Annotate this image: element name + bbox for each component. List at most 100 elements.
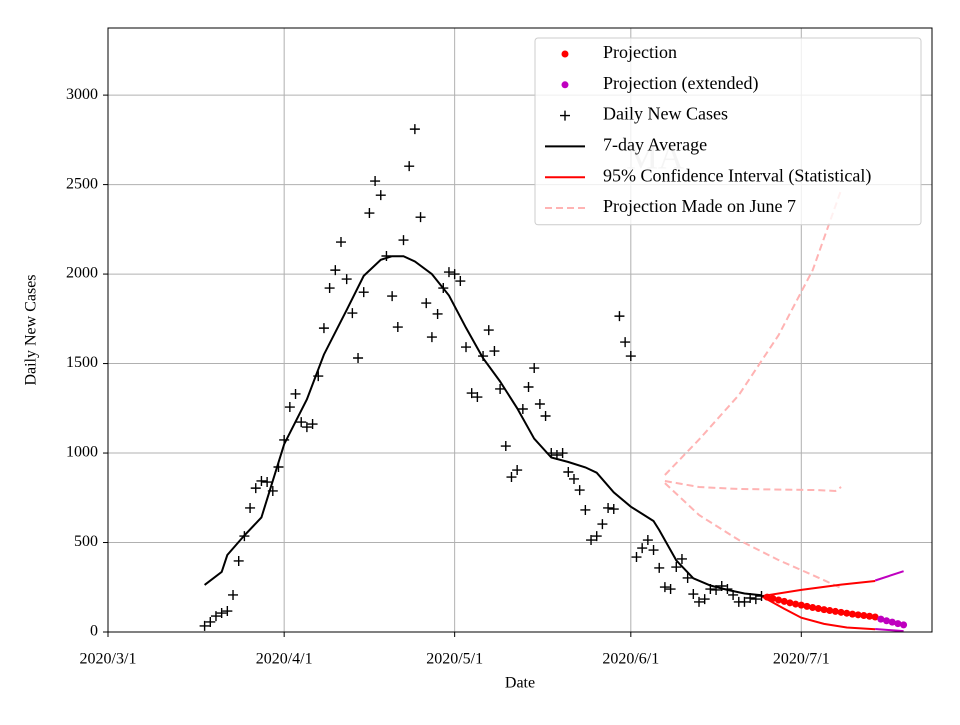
point bbox=[769, 595, 777, 603]
point bbox=[489, 346, 500, 357]
point bbox=[637, 543, 648, 554]
line-segment bbox=[761, 595, 876, 631]
point bbox=[443, 267, 454, 278]
legend-label: Daily New Cases bbox=[603, 104, 728, 124]
y-tick-label: 2500 bbox=[66, 175, 98, 192]
point bbox=[763, 593, 771, 601]
plot-frame bbox=[107, 27, 933, 633]
point bbox=[557, 448, 568, 459]
point bbox=[478, 351, 489, 362]
point bbox=[711, 584, 722, 595]
point bbox=[888, 618, 896, 626]
point bbox=[586, 535, 597, 546]
point bbox=[894, 620, 902, 628]
point bbox=[694, 596, 705, 607]
x-tick-label: 2020/4/1 bbox=[256, 651, 313, 668]
point bbox=[398, 235, 409, 246]
point bbox=[671, 562, 682, 573]
point bbox=[228, 589, 239, 600]
legend-label: Projection bbox=[603, 42, 677, 62]
point bbox=[313, 371, 324, 382]
point bbox=[837, 608, 845, 616]
point bbox=[848, 610, 856, 618]
point bbox=[318, 323, 329, 334]
point bbox=[814, 605, 822, 613]
x-axis-label: Date bbox=[505, 675, 535, 692]
point bbox=[654, 562, 665, 573]
legend-marker bbox=[560, 110, 570, 121]
point bbox=[574, 485, 585, 496]
point bbox=[546, 448, 557, 459]
point bbox=[786, 599, 794, 607]
point bbox=[529, 363, 540, 374]
point bbox=[750, 594, 761, 605]
point bbox=[506, 472, 517, 483]
point bbox=[843, 609, 851, 617]
legend-label: 7-day Average bbox=[603, 135, 707, 155]
point bbox=[438, 283, 449, 294]
point bbox=[199, 620, 210, 631]
point bbox=[883, 617, 891, 625]
point bbox=[222, 606, 233, 617]
x-tick-label: 2020/6/1 bbox=[602, 651, 659, 668]
legend-marker bbox=[561, 50, 569, 58]
point bbox=[580, 504, 591, 515]
y-tick-label: 1000 bbox=[66, 444, 98, 461]
point bbox=[472, 392, 483, 403]
point bbox=[820, 606, 828, 614]
point bbox=[512, 465, 523, 476]
point bbox=[716, 581, 727, 592]
point bbox=[642, 535, 653, 546]
point bbox=[358, 287, 369, 298]
point bbox=[256, 475, 267, 486]
point bbox=[205, 616, 216, 627]
point bbox=[728, 589, 739, 600]
point bbox=[603, 502, 614, 513]
legend-label: Projection (extended) bbox=[603, 73, 758, 94]
legend-marker bbox=[561, 81, 569, 89]
point bbox=[296, 417, 307, 428]
point bbox=[324, 283, 335, 294]
y-tick-label: 1500 bbox=[66, 354, 98, 371]
point bbox=[404, 161, 415, 172]
point bbox=[279, 434, 290, 445]
point bbox=[877, 615, 885, 623]
y-axis-label: Daily New Cases bbox=[23, 274, 40, 385]
point bbox=[262, 477, 273, 488]
legend-label: 95% Confidence Interval (Statistical) bbox=[603, 165, 871, 186]
point bbox=[392, 322, 403, 333]
point bbox=[534, 399, 545, 410]
point bbox=[739, 596, 750, 607]
point bbox=[797, 601, 805, 609]
x-tick-label: 2020/7/1 bbox=[773, 651, 830, 668]
point bbox=[341, 274, 352, 285]
point bbox=[239, 531, 250, 542]
point bbox=[900, 621, 908, 629]
line-segment bbox=[875, 628, 904, 633]
point bbox=[665, 584, 676, 595]
point bbox=[705, 584, 716, 595]
point bbox=[245, 502, 256, 513]
point bbox=[449, 269, 460, 280]
point bbox=[210, 611, 221, 622]
point bbox=[860, 612, 868, 620]
point bbox=[461, 342, 472, 353]
point bbox=[722, 584, 733, 595]
point bbox=[301, 422, 312, 433]
point bbox=[568, 473, 579, 484]
point bbox=[330, 265, 341, 276]
point bbox=[809, 603, 817, 611]
line-segment bbox=[664, 482, 842, 589]
point bbox=[250, 483, 261, 494]
y-tick-label: 3000 bbox=[66, 86, 98, 103]
point bbox=[775, 596, 783, 604]
point bbox=[688, 589, 699, 600]
y-tick-label: 500 bbox=[74, 533, 98, 550]
line-segment bbox=[874, 570, 904, 582]
point bbox=[284, 402, 295, 413]
point bbox=[699, 594, 710, 605]
point bbox=[335, 237, 346, 248]
point bbox=[415, 212, 426, 223]
